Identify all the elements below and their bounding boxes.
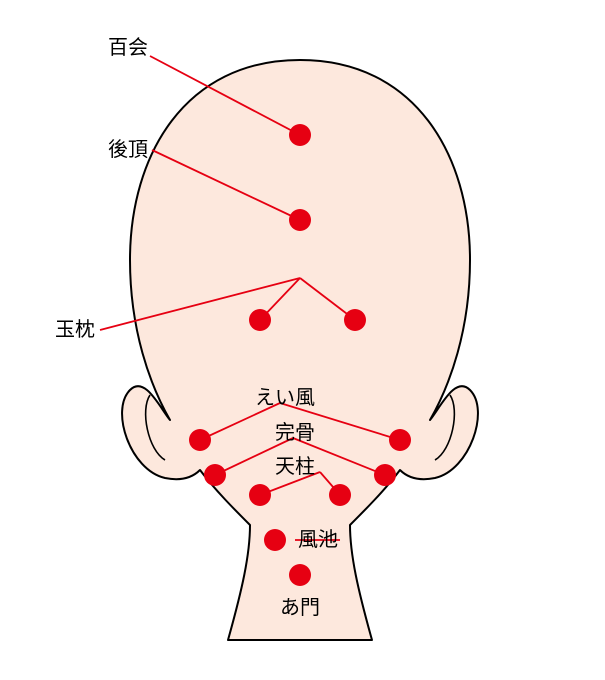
acupoint-hyakue: [289, 124, 311, 146]
acupoint-tenchu_l: [249, 484, 271, 506]
acupoint-tenchu_r: [329, 484, 351, 506]
label-hyakue_label: 百会: [108, 38, 148, 58]
label-eifu_label: えい風: [255, 388, 315, 408]
acupoint-gyokchin_l: [249, 309, 271, 331]
label-tenchu_label: 天柱: [275, 457, 315, 477]
acupoint-eifu_r: [389, 429, 411, 451]
acupoint-gocho: [289, 209, 311, 231]
head-shape: [122, 60, 478, 640]
acupoint-fuchi: [264, 529, 286, 551]
diagram-stage: 百会後頂玉枕えい風完骨天柱風池あ門: [0, 0, 605, 680]
acupoint-kankotsu_l: [204, 464, 226, 486]
label-gyokchin_label: 玉枕: [55, 320, 95, 340]
acupoint-eifu_l: [189, 429, 211, 451]
acupoint-kankotsu_r: [374, 464, 396, 486]
label-fuchi_label: 風池: [298, 530, 338, 550]
label-amon_label: あ門: [280, 598, 320, 618]
acupoint-amon: [289, 564, 311, 586]
acupoint-gyokchin_r: [344, 309, 366, 331]
label-kankotsu_label: 完骨: [275, 423, 315, 443]
head-outline: [122, 60, 478, 640]
label-gocho_label: 後頂: [108, 140, 148, 160]
